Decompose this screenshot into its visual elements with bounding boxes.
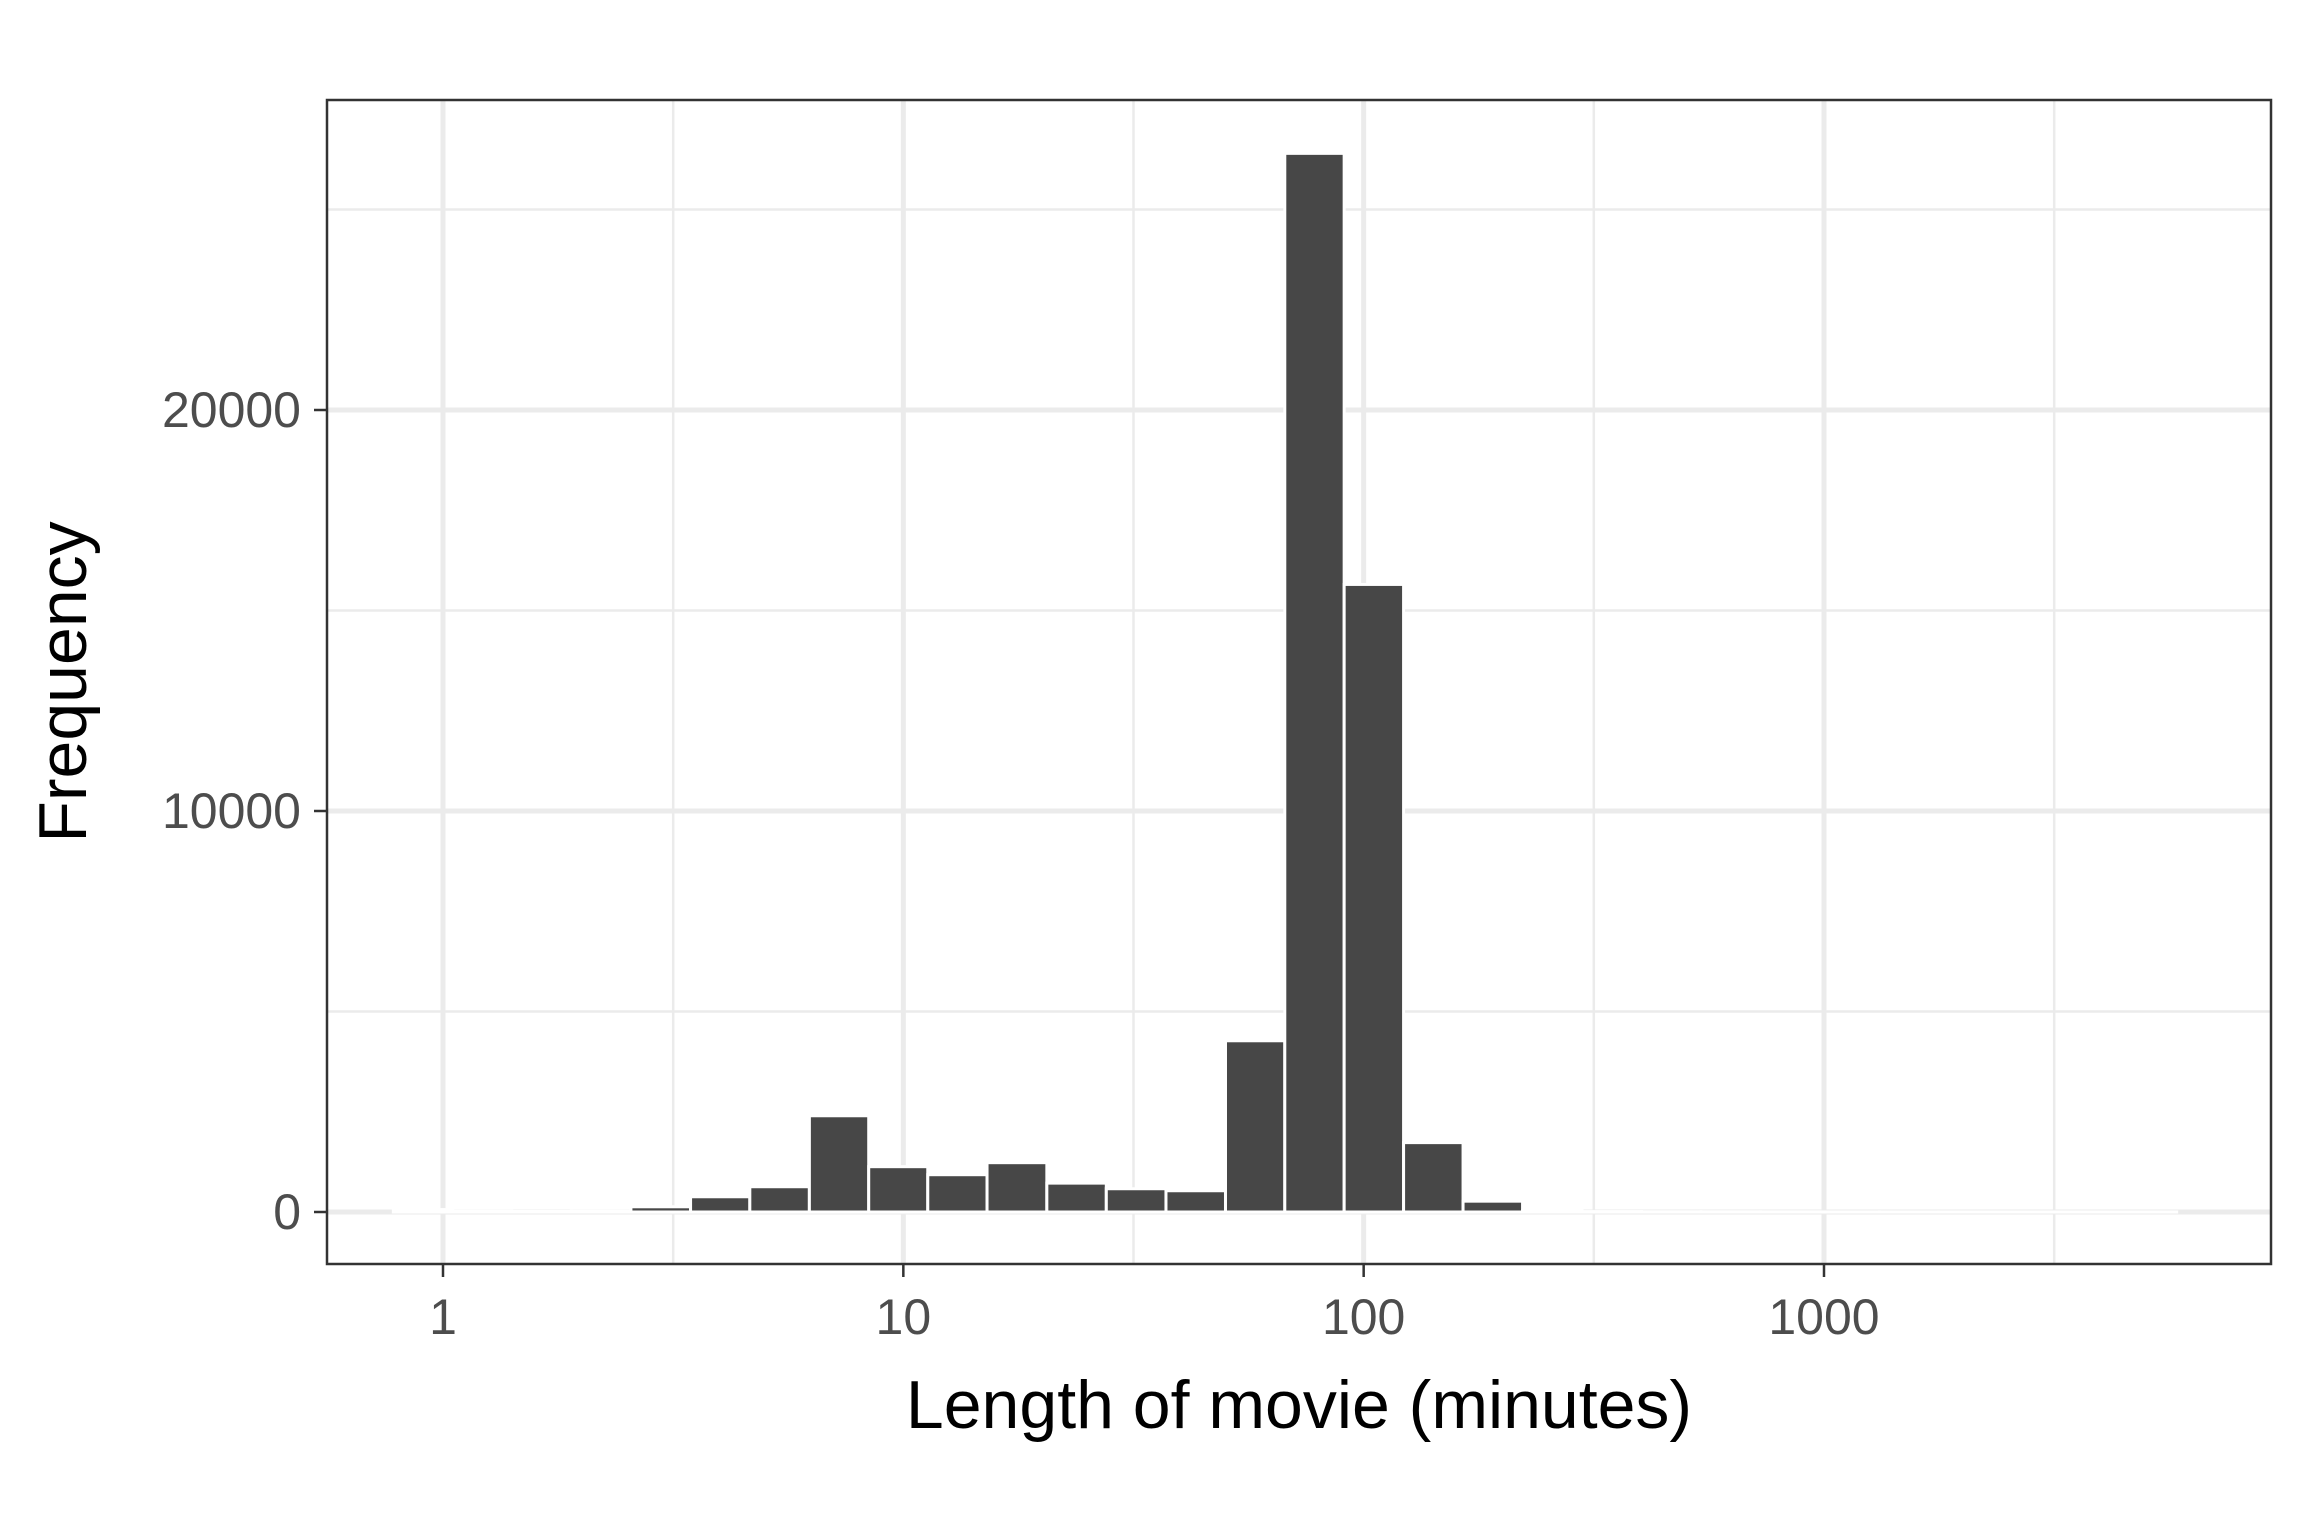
- histogram-bar: [1521, 1209, 1584, 1214]
- histogram-bar: [1164, 1189, 1227, 1214]
- histogram-bar: [391, 1208, 455, 1214]
- histogram-bar: [1104, 1187, 1168, 1214]
- x-tick-label: 10: [876, 1289, 932, 1345]
- y-axis-title: Frequency: [25, 521, 101, 842]
- histogram-bar: [1461, 1199, 1525, 1214]
- histogram-bar: [1342, 582, 1406, 1214]
- x-tick-label: 100: [1322, 1289, 1405, 1345]
- panel-border: [325, 98, 2273, 1266]
- histogram-bar: [1283, 151, 1346, 1214]
- histogram-bar: [1402, 1141, 1465, 1214]
- histogram-bars: [391, 151, 2179, 1214]
- histogram-bar: [689, 1195, 752, 1214]
- y-tick-label: 20000: [162, 382, 301, 438]
- histogram-bar: [1223, 1039, 1287, 1214]
- histogram-bar: [807, 1114, 871, 1214]
- histogram-bar: [926, 1173, 989, 1214]
- histogram-bar: [867, 1165, 930, 1214]
- histogram-bar: [510, 1209, 573, 1214]
- histogram-bar: [748, 1185, 811, 1214]
- x-tick-label: 1000: [1768, 1289, 1879, 1345]
- histogram-bar: [569, 1209, 633, 1214]
- x-axis-title: Length of movie (minutes): [906, 1367, 1692, 1443]
- histogram-bar: [451, 1209, 514, 1214]
- x-tick-label: 1: [429, 1289, 457, 1345]
- y-tick-label: 0: [273, 1184, 301, 1240]
- histogram-bar: [629, 1205, 693, 1214]
- histogram-bar: [985, 1161, 1049, 1214]
- y-tick-label: 10000: [162, 783, 301, 839]
- histogram-bar: [1045, 1181, 1108, 1214]
